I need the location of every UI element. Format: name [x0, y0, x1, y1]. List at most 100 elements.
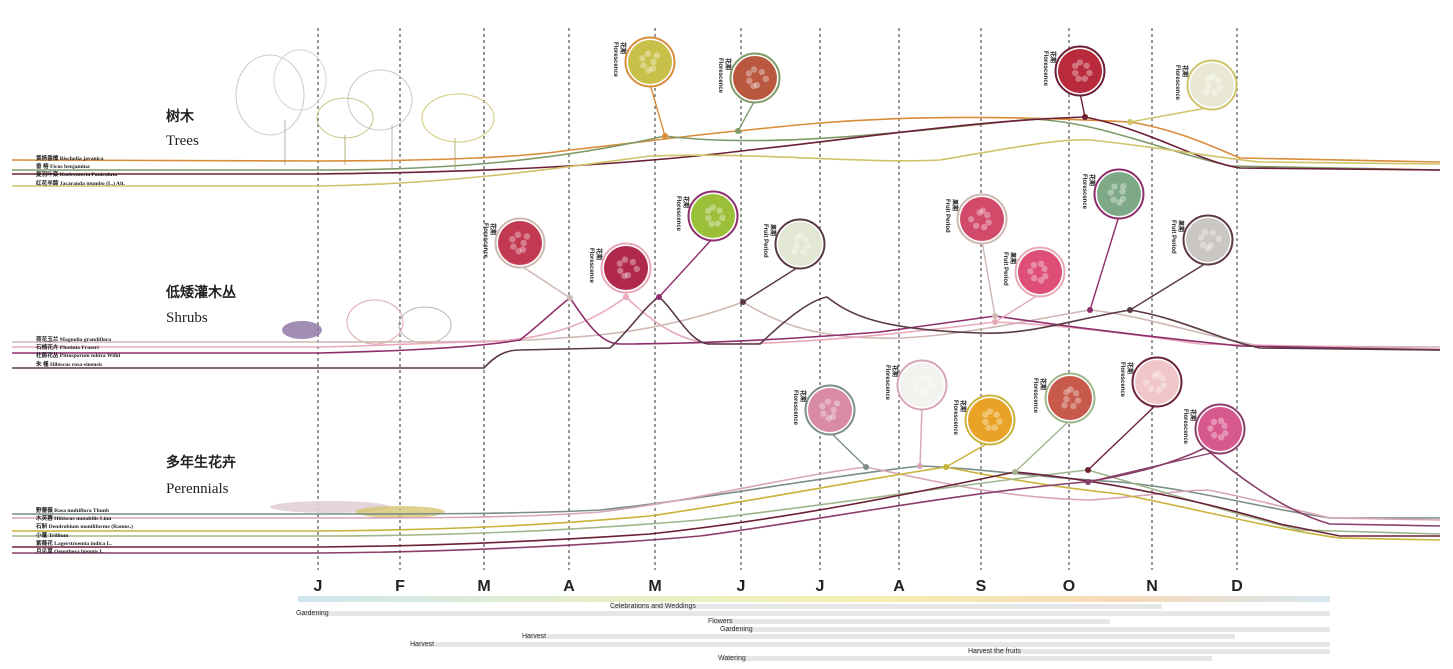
month-label: M	[648, 578, 661, 595]
activity-label: Harvest	[522, 633, 546, 640]
perennials-species-curve	[12, 469, 1441, 537]
activity-label: Harvest the fruits	[968, 648, 1021, 655]
photo-texture	[1207, 425, 1214, 432]
photo-texture	[1067, 386, 1074, 393]
activity-bar	[972, 649, 1330, 654]
month-label: F	[395, 578, 405, 595]
peak-marker	[992, 319, 998, 325]
photo-tag: 花期	[1039, 378, 1047, 390]
photo-texture	[1210, 418, 1218, 426]
photo-leader-line	[649, 83, 666, 137]
photo-leader-line	[1087, 403, 1158, 471]
perennials-species-curve	[12, 447, 1441, 554]
photo-tag: Florescence	[675, 196, 681, 232]
photo-texture	[824, 398, 832, 405]
photo-texture	[1151, 372, 1158, 379]
photo-texture	[991, 424, 998, 431]
photo-texture	[639, 55, 646, 62]
peak-marker	[1085, 479, 1091, 485]
photo-texture	[1205, 82, 1212, 90]
month-label: J	[816, 578, 825, 595]
photo-texture	[1116, 199, 1123, 206]
perennials-species-label: 小蓬 Trillium	[36, 531, 69, 539]
photo-texture	[1212, 89, 1219, 97]
photo-tag: Fruit Period	[1170, 220, 1176, 254]
photo-tag: 果期	[1009, 251, 1017, 264]
flower-photo	[1198, 407, 1242, 451]
species-photo: Florescence 花期	[1174, 59, 1238, 111]
photo-texture	[802, 236, 810, 243]
perennials-label-cn: 多年生花卉	[166, 454, 236, 471]
shrubs-species-label: 石楠花卉 Photinia Fraseri	[35, 343, 99, 351]
photo-texture	[1110, 196, 1117, 203]
photo-texture	[1203, 89, 1210, 96]
species-photo: Florescence 花期	[1119, 356, 1183, 408]
photo-texture	[982, 418, 989, 426]
photo-texture	[1061, 402, 1068, 409]
photo-texture	[621, 256, 629, 263]
photo-texture	[829, 413, 837, 420]
photo-texture	[1201, 228, 1208, 236]
photo-texture	[621, 272, 628, 280]
photo-leader-line	[829, 431, 867, 468]
activity-label: Gardening	[296, 610, 329, 617]
peak-marker	[943, 464, 949, 470]
perennials-species-label: 石斛 Dendrobium moniliforme (Ramos.)	[35, 522, 133, 530]
trees-label-en: Trees	[166, 133, 199, 149]
photo-texture	[996, 418, 1003, 426]
photo-texture	[967, 216, 975, 223]
photo-texture	[1207, 242, 1214, 249]
photo-texture	[709, 204, 717, 211]
activity-bar	[612, 604, 1162, 609]
photo-texture	[708, 220, 715, 227]
peak-marker	[1012, 469, 1018, 475]
photo-texture	[520, 239, 527, 247]
photo-tag: Florescence	[792, 390, 798, 426]
photo-tag: Florescence	[612, 42, 618, 78]
photo-texture	[1111, 183, 1118, 190]
photo-tag: 花期	[1181, 65, 1189, 77]
photo-texture	[925, 375, 933, 383]
photo-tag: 花期	[799, 390, 807, 402]
species-curves	[11, 116, 1441, 554]
photo-texture	[1072, 62, 1079, 70]
photo-texture	[509, 236, 516, 243]
photo-texture	[1155, 386, 1163, 394]
shrubs-species-label: 荷花玉兰 Magnolia grandiflora	[36, 335, 111, 343]
photo-texture	[1221, 422, 1228, 430]
photo-texture	[750, 66, 758, 73]
photo-texture	[917, 389, 924, 397]
photo-tag: Florescence	[1042, 51, 1048, 87]
trees-species-label: 复羽叶栾 Koelreuteria Paniculata	[35, 170, 117, 178]
photo-tag: 花期	[724, 58, 732, 70]
shrubs-species-label: 朱 槿 Hibiscus rosa-sinensis	[36, 360, 103, 368]
activity-label: Watering	[718, 655, 746, 662]
flower-photo	[900, 363, 944, 407]
activity-label: Celebrations and Weddings	[610, 603, 696, 610]
activity-bar	[525, 634, 1235, 639]
species-photo: Fruit Period 果期	[762, 218, 826, 270]
flower-photo	[1058, 49, 1102, 93]
species-photo: Fruit Period 果期	[1002, 246, 1066, 298]
photo-leader-line	[1087, 450, 1221, 483]
photo-texture	[1217, 434, 1225, 441]
photo-texture	[1147, 385, 1155, 392]
shrubs-label-en: Shrubs	[166, 310, 208, 326]
photo-tag: 花期	[682, 196, 690, 208]
photo-texture	[1072, 390, 1080, 397]
photo-tag: Florescence	[1174, 65, 1180, 101]
photo-texture	[753, 81, 761, 89]
photo-texture	[640, 62, 647, 69]
photo-tag: Fruit Period	[1002, 252, 1008, 286]
peak-marker	[662, 133, 668, 139]
photo-texture	[972, 222, 980, 229]
photo-texture	[929, 382, 937, 390]
photo-texture	[616, 260, 624, 267]
photo-texture	[1119, 188, 1126, 195]
month-label: N	[1146, 578, 1158, 595]
photo-tag: 花期	[1126, 362, 1134, 374]
photo-tag: Florescence	[1119, 362, 1125, 398]
photo-texture	[523, 233, 531, 240]
trees-species-curve	[12, 138, 1441, 187]
